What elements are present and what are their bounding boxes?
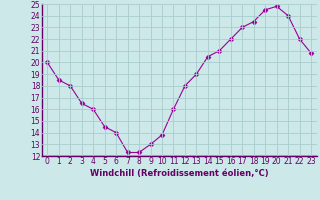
X-axis label: Windchill (Refroidissement éolien,°C): Windchill (Refroidissement éolien,°C) bbox=[90, 169, 268, 178]
